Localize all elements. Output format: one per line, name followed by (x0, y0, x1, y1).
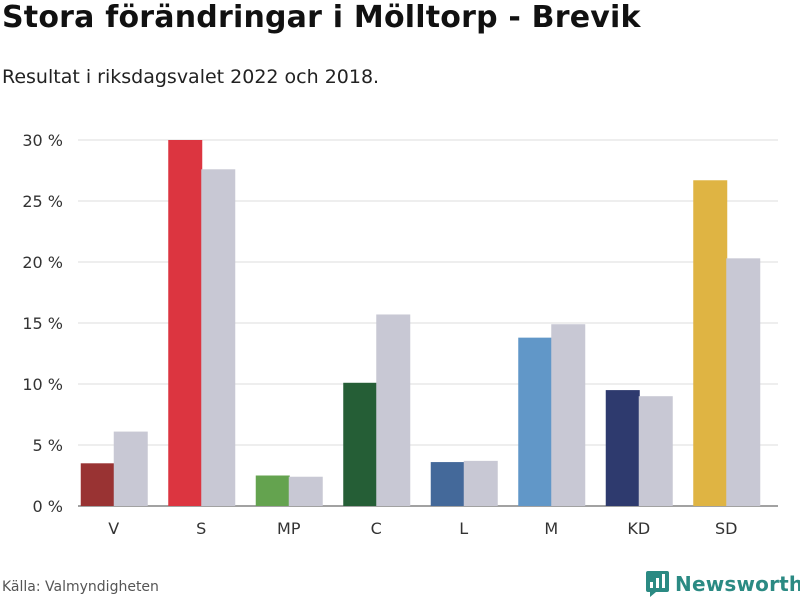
bar-c-series-1 (343, 382, 378, 506)
x-tick-label: V (108, 519, 119, 538)
y-tick-label: 25 % (22, 192, 63, 211)
chart-subtitle: Resultat i riksdagsvalet 2022 och 2018. (2, 66, 380, 88)
bar-l-series-1 (430, 462, 465, 506)
x-tick-label: MP (277, 519, 301, 538)
source-note: Källa: Valmyndigheten (2, 579, 159, 595)
x-tick-label: L (459, 519, 468, 538)
x-axis-ticks: V S MP C L M KD SD (108, 519, 737, 538)
y-tick-label: 0 % (33, 497, 63, 516)
y-tick-label: 15 % (22, 314, 63, 333)
brand-name: Newsworthy (675, 572, 800, 596)
bar-l-series-2 (463, 460, 498, 506)
bar-sd-series-1 (693, 180, 728, 506)
x-tick-label: C (371, 519, 382, 538)
y-axis-ticks: 0 % 5 % 10 % 15 % 20 % 25 % 30 % (22, 131, 63, 516)
x-tick-label: KD (627, 519, 650, 538)
bar-sd-series-2 (726, 258, 761, 506)
y-tick-label: 10 % (22, 375, 63, 394)
y-tick-label: 5 % (33, 436, 63, 455)
x-tick-label: M (544, 519, 558, 538)
y-tick-label: 30 % (22, 131, 63, 150)
chart-title: Stora förändringar i Mölltorp - Brevik (2, 0, 641, 35)
x-tick-label: S (196, 519, 206, 538)
bar-s-series-2 (201, 169, 236, 506)
bar-s-series-1 (168, 140, 203, 506)
bar-kd-series-1 (605, 390, 640, 506)
bar-kd-series-2 (638, 396, 673, 506)
x-tick-label: SD (715, 519, 737, 538)
bars (80, 140, 761, 506)
brand-logo: Newsworthy (646, 568, 800, 600)
bar-mp-series-1 (255, 475, 290, 506)
y-tick-label: 20 % (22, 253, 63, 272)
bar-c-series-2 (376, 314, 411, 506)
bar-v-series-1 (80, 463, 115, 506)
bar-v-series-2 (113, 431, 148, 506)
bar-chart-logo-icon (646, 571, 669, 597)
bar-chart: 0 % 5 % 10 % 15 % 20 % 25 % 30 % V S MP C L M KD SD (22, 131, 778, 538)
bar-mp-series-2 (288, 476, 323, 506)
bar-m-series-1 (518, 337, 553, 506)
bar-m-series-2 (551, 324, 586, 506)
